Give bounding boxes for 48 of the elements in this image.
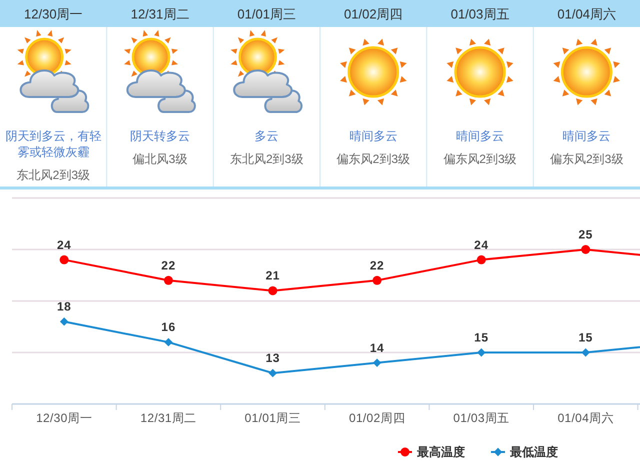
data-label: 15 <box>578 330 593 344</box>
x-tick-label: 01/02周四 <box>348 411 406 425</box>
text: 晴间多云 <box>348 128 398 144</box>
point <box>60 255 69 264</box>
point <box>268 286 278 296</box>
data-label: 21 <box>266 268 280 283</box>
x-tick-label: 12/30周一 <box>36 411 92 425</box>
point <box>60 317 68 326</box>
category-label: 01/04周六 <box>557 6 616 22</box>
data-label: 25 <box>578 228 593 242</box>
point <box>581 245 590 254</box>
text: 东北风2到3级 <box>16 167 91 183</box>
point <box>164 276 173 285</box>
point <box>476 255 486 264</box>
legend-label: 最高温度 <box>416 445 465 459</box>
text: 偏北风3级 <box>132 151 188 167</box>
point <box>372 358 382 367</box>
legend-label: 最低温度 <box>509 445 558 459</box>
text: 东北风2到3级 <box>228 151 304 167</box>
text: 多云 <box>254 128 280 144</box>
text: 阴天到多云，有轻雾或轻微灰霾 <box>4 128 102 160</box>
x-tick-label: 01/01周三 <box>244 411 301 425</box>
point <box>164 338 173 346</box>
x-tick-label: 12/31周二 <box>140 411 197 425</box>
category-label: 01/01周三 <box>237 6 296 22</box>
text: 偏东风2到3级 <box>442 151 518 167</box>
point <box>372 276 382 285</box>
category-label: 12/31周二 <box>130 6 190 22</box>
data-label: 24 <box>474 238 489 252</box>
data-label: 22 <box>370 258 384 272</box>
data-label: 15 <box>474 330 489 344</box>
data-label: 14 <box>370 340 384 355</box>
text: 晴间多云 <box>562 128 612 144</box>
text: 晴间多云 <box>454 128 505 144</box>
text: 偏东风2到3级 <box>336 151 411 167</box>
category-label: 01/02周四 <box>344 6 403 22</box>
data-label: 22 <box>161 258 176 272</box>
text: 偏东风2到3级 <box>548 151 624 167</box>
point <box>268 368 277 378</box>
data-label: 18 <box>56 300 72 314</box>
text: 阴天转多云 <box>128 128 191 144</box>
data-label: 16 <box>161 320 176 334</box>
category-label: 01/03周五 <box>450 6 510 22</box>
data-label: 24 <box>56 238 72 252</box>
x-tick-label: 01/04周六 <box>558 411 614 425</box>
category-label: 12/30周一 <box>24 6 83 22</box>
data-label: 13 <box>266 351 280 366</box>
x-tick-label: 01/03周五 <box>453 411 510 425</box>
